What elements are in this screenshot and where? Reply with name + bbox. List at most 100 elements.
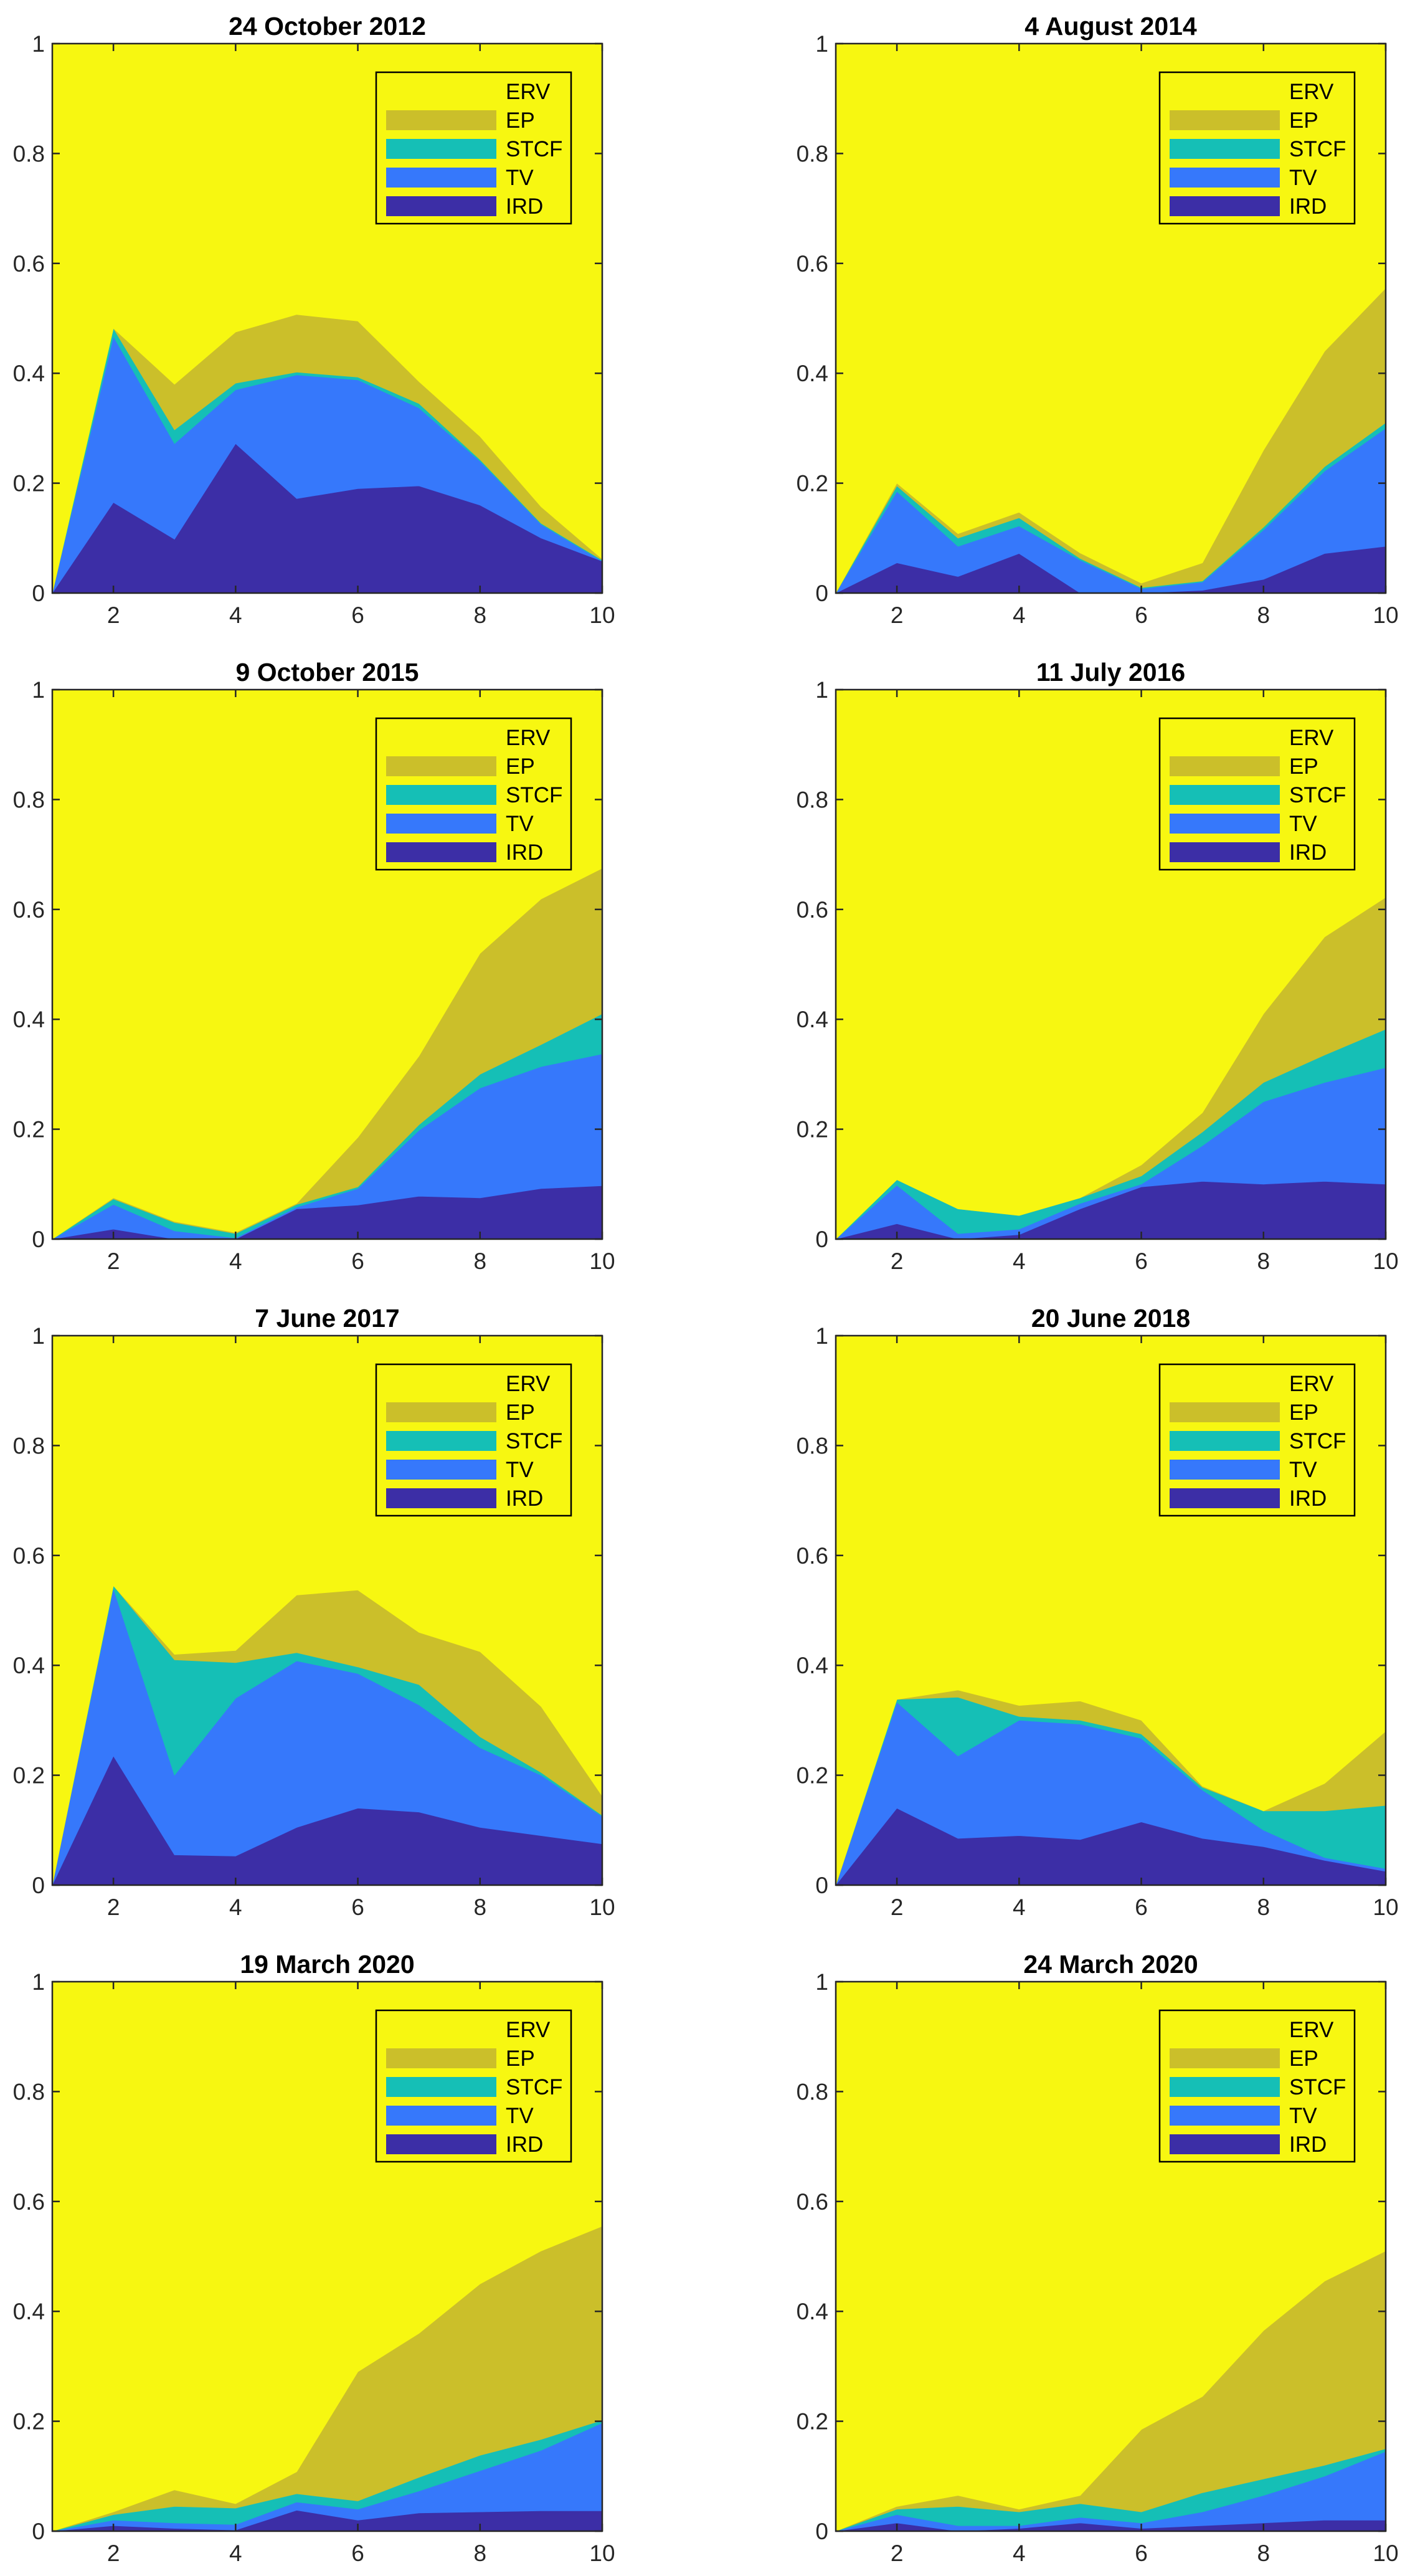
legend-label-tv: TV (1289, 2104, 1317, 2128)
legend-swatch-ird (386, 842, 496, 862)
chart-panel: 24 March 2020 0 0.2 0.4 0.6 0.8 1 2 4 6 8 10 ERV EP ST… (797, 1950, 1399, 2566)
x-tick-label: 2 (107, 602, 120, 628)
y-tick-label: 0.8 (13, 787, 45, 812)
legend-swatch-erv (1170, 728, 1280, 748)
y-tick-label: 0.6 (13, 1543, 45, 1569)
legend-label-erv: ERV (506, 1372, 551, 1396)
y-tick-label: 0.2 (13, 471, 45, 497)
chart-title: 24 March 2020 (1023, 1950, 1198, 1979)
legend-swatch-ird (1170, 1488, 1280, 1508)
x-tick-label: 10 (589, 1248, 615, 1274)
y-tick-label: 1 (815, 1969, 828, 1995)
legend-swatch-stcf (386, 139, 496, 159)
legend-swatch-ep (1170, 1402, 1280, 1422)
legend-label-stcf: STCF (506, 783, 562, 807)
chart-panel: 7 June 2017 0 0.2 0.4 0.6 0.8 1 2 4 6 8 10 ERV EP STCF… (13, 1304, 615, 1920)
chart-panel: 24 October 2012 0 0.2 0.4 0.6 0.8 1 2 4 6 8 10 ERV EP… (13, 12, 615, 628)
chart-title: 9 October 2015 (236, 658, 419, 687)
legend-label-erv: ERV (1289, 80, 1334, 104)
x-tick-label: 2 (891, 1248, 904, 1274)
y-tick-label: 0.2 (797, 1763, 828, 1789)
y-tick-label: 0 (32, 2519, 45, 2544)
legend-label-stcf: STCF (1289, 783, 1346, 807)
legend-label-ep: EP (506, 108, 535, 133)
y-tick-label: 0.8 (797, 787, 828, 812)
legend-label-stcf: STCF (506, 1429, 562, 1453)
y-tick-label: 0.4 (13, 361, 45, 386)
legend-swatch-ep (386, 2048, 496, 2068)
legend-label-erv: ERV (1289, 726, 1334, 750)
legend-label-stcf: STCF (1289, 137, 1346, 161)
legend-label-tv: TV (1289, 1458, 1317, 1482)
x-tick-label: 4 (1013, 602, 1026, 628)
axes-frame (835, 688, 1387, 1240)
y-tick-label: 0.6 (13, 251, 45, 277)
legend-swatch-tv (1170, 168, 1280, 188)
legend-swatch-tv (386, 1460, 496, 1480)
y-tick-label: 0.6 (13, 897, 45, 923)
y-tick-label: 0 (815, 1873, 828, 1898)
y-tick-label: 0.4 (797, 2299, 828, 2324)
y-tick-label: 0.4 (13, 1007, 45, 1032)
y-tick-label: 1 (32, 1969, 45, 1995)
x-tick-label: 8 (473, 1894, 486, 1920)
legend-label-stcf: STCF (1289, 2075, 1346, 2099)
y-tick-label: 0.8 (797, 1433, 828, 1458)
x-tick-label: 2 (891, 1894, 904, 1920)
y-tick-label: 0 (815, 2519, 828, 2544)
y-tick-label: 0 (32, 1873, 45, 1898)
x-tick-label: 8 (1257, 1894, 1270, 1920)
legend-label-stcf: STCF (506, 137, 562, 161)
legend-label-ird: IRD (506, 2132, 543, 2157)
legend-swatch-ep (1170, 110, 1280, 130)
legend-label-erv: ERV (506, 2018, 551, 2042)
x-tick-label: 6 (1135, 602, 1148, 628)
legend-swatch-tv (1170, 1460, 1280, 1480)
y-tick-label: 1 (815, 677, 828, 703)
y-tick-label: 0.2 (13, 1117, 45, 1143)
x-tick-label: 10 (589, 2540, 615, 2566)
legend-swatch-ep (386, 110, 496, 130)
legend-swatch-tv (1170, 814, 1280, 834)
chart-title: 20 June 2018 (1031, 1304, 1190, 1333)
chart-title: 4 August 2014 (1024, 12, 1197, 40)
legend-swatch-ird (386, 1488, 496, 1508)
legend-label-tv: TV (506, 2104, 534, 2128)
legend-label-tv: TV (1289, 166, 1317, 190)
x-tick-label: 6 (1135, 1894, 1148, 1920)
y-tick-label: 1 (815, 1323, 828, 1349)
legend-label-ep: EP (506, 2046, 535, 2071)
x-tick-label: 10 (1373, 2540, 1398, 2566)
chart-panel: 19 March 2020 0 0.2 0.4 0.6 0.8 1 2 4 6 8 10 ERV EP ST… (13, 1950, 615, 2566)
legend-label-stcf: STCF (506, 2075, 562, 2099)
legend-swatch-tv (386, 2106, 496, 2126)
legend-label-ird: IRD (1289, 840, 1327, 865)
legend-swatch-erv (1170, 1374, 1280, 1394)
x-tick-label: 8 (1257, 1248, 1270, 1274)
legend-swatch-stcf (1170, 2077, 1280, 2097)
y-tick-label: 1 (32, 1323, 45, 1349)
legend-swatch-ep (1170, 2048, 1280, 2068)
axes-frame (51, 688, 603, 1240)
legend-swatch-tv (386, 814, 496, 834)
legend-label-ep: EP (1289, 2046, 1318, 2071)
y-tick-label: 0.2 (797, 2409, 828, 2435)
y-tick-label: 0.4 (13, 2299, 45, 2324)
y-tick-label: 0.4 (797, 361, 828, 386)
legend-label-tv: TV (506, 166, 534, 190)
legend-swatch-ird (1170, 196, 1280, 216)
x-tick-label: 4 (229, 602, 242, 628)
x-tick-label: 2 (891, 602, 904, 628)
y-tick-label: 0.8 (13, 141, 45, 166)
legend-swatch-tv (1170, 2106, 1280, 2126)
chart-panel: 9 October 2015 0 0.2 0.4 0.6 0.8 1 2 4 6 8 10 ERV EP S… (13, 658, 615, 1274)
x-tick-label: 10 (589, 602, 615, 628)
x-tick-label: 8 (1257, 602, 1270, 628)
axes-frame (835, 1334, 1387, 1886)
x-tick-label: 10 (1373, 602, 1398, 628)
x-tick-label: 4 (229, 1894, 242, 1920)
legend-swatch-stcf (386, 1431, 496, 1451)
legend-label-ird: IRD (506, 194, 543, 219)
legend-label-tv: TV (506, 1458, 534, 1482)
legend-swatch-ep (386, 756, 496, 776)
